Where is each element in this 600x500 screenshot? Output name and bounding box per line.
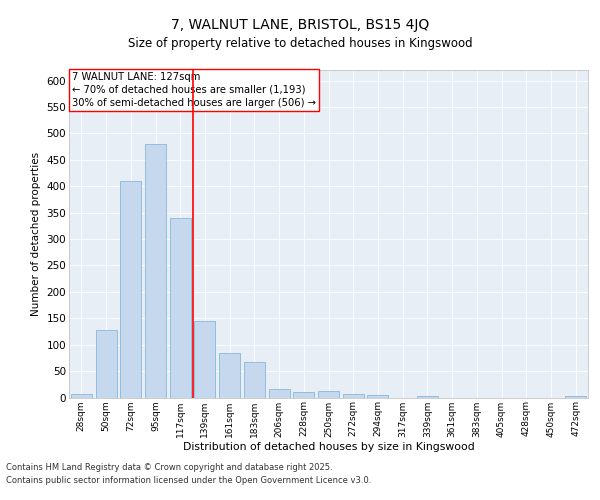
Bar <box>269 388 290 398</box>
Bar <box>145 144 166 398</box>
Bar <box>318 390 339 398</box>
Bar <box>71 394 92 398</box>
Bar <box>343 394 364 398</box>
Bar <box>219 352 240 398</box>
Bar <box>194 321 215 398</box>
Text: Contains HM Land Registry data © Crown copyright and database right 2025.: Contains HM Land Registry data © Crown c… <box>6 462 332 471</box>
Text: Size of property relative to detached houses in Kingswood: Size of property relative to detached ho… <box>128 38 472 51</box>
Bar <box>244 362 265 398</box>
Text: Contains public sector information licensed under the Open Government Licence v3: Contains public sector information licen… <box>6 476 371 485</box>
Bar <box>417 396 438 398</box>
Text: 7, WALNUT LANE, BRISTOL, BS15 4JQ: 7, WALNUT LANE, BRISTOL, BS15 4JQ <box>171 18 429 32</box>
Bar <box>367 395 388 398</box>
Bar <box>95 330 116 398</box>
Text: 7 WALNUT LANE: 127sqm
← 70% of detached houses are smaller (1,193)
30% of semi-d: 7 WALNUT LANE: 127sqm ← 70% of detached … <box>71 72 316 108</box>
X-axis label: Distribution of detached houses by size in Kingswood: Distribution of detached houses by size … <box>182 442 475 452</box>
Y-axis label: Number of detached properties: Number of detached properties <box>31 152 41 316</box>
Bar <box>293 392 314 398</box>
Bar <box>120 181 141 398</box>
Bar <box>565 396 586 398</box>
Bar <box>170 218 191 398</box>
